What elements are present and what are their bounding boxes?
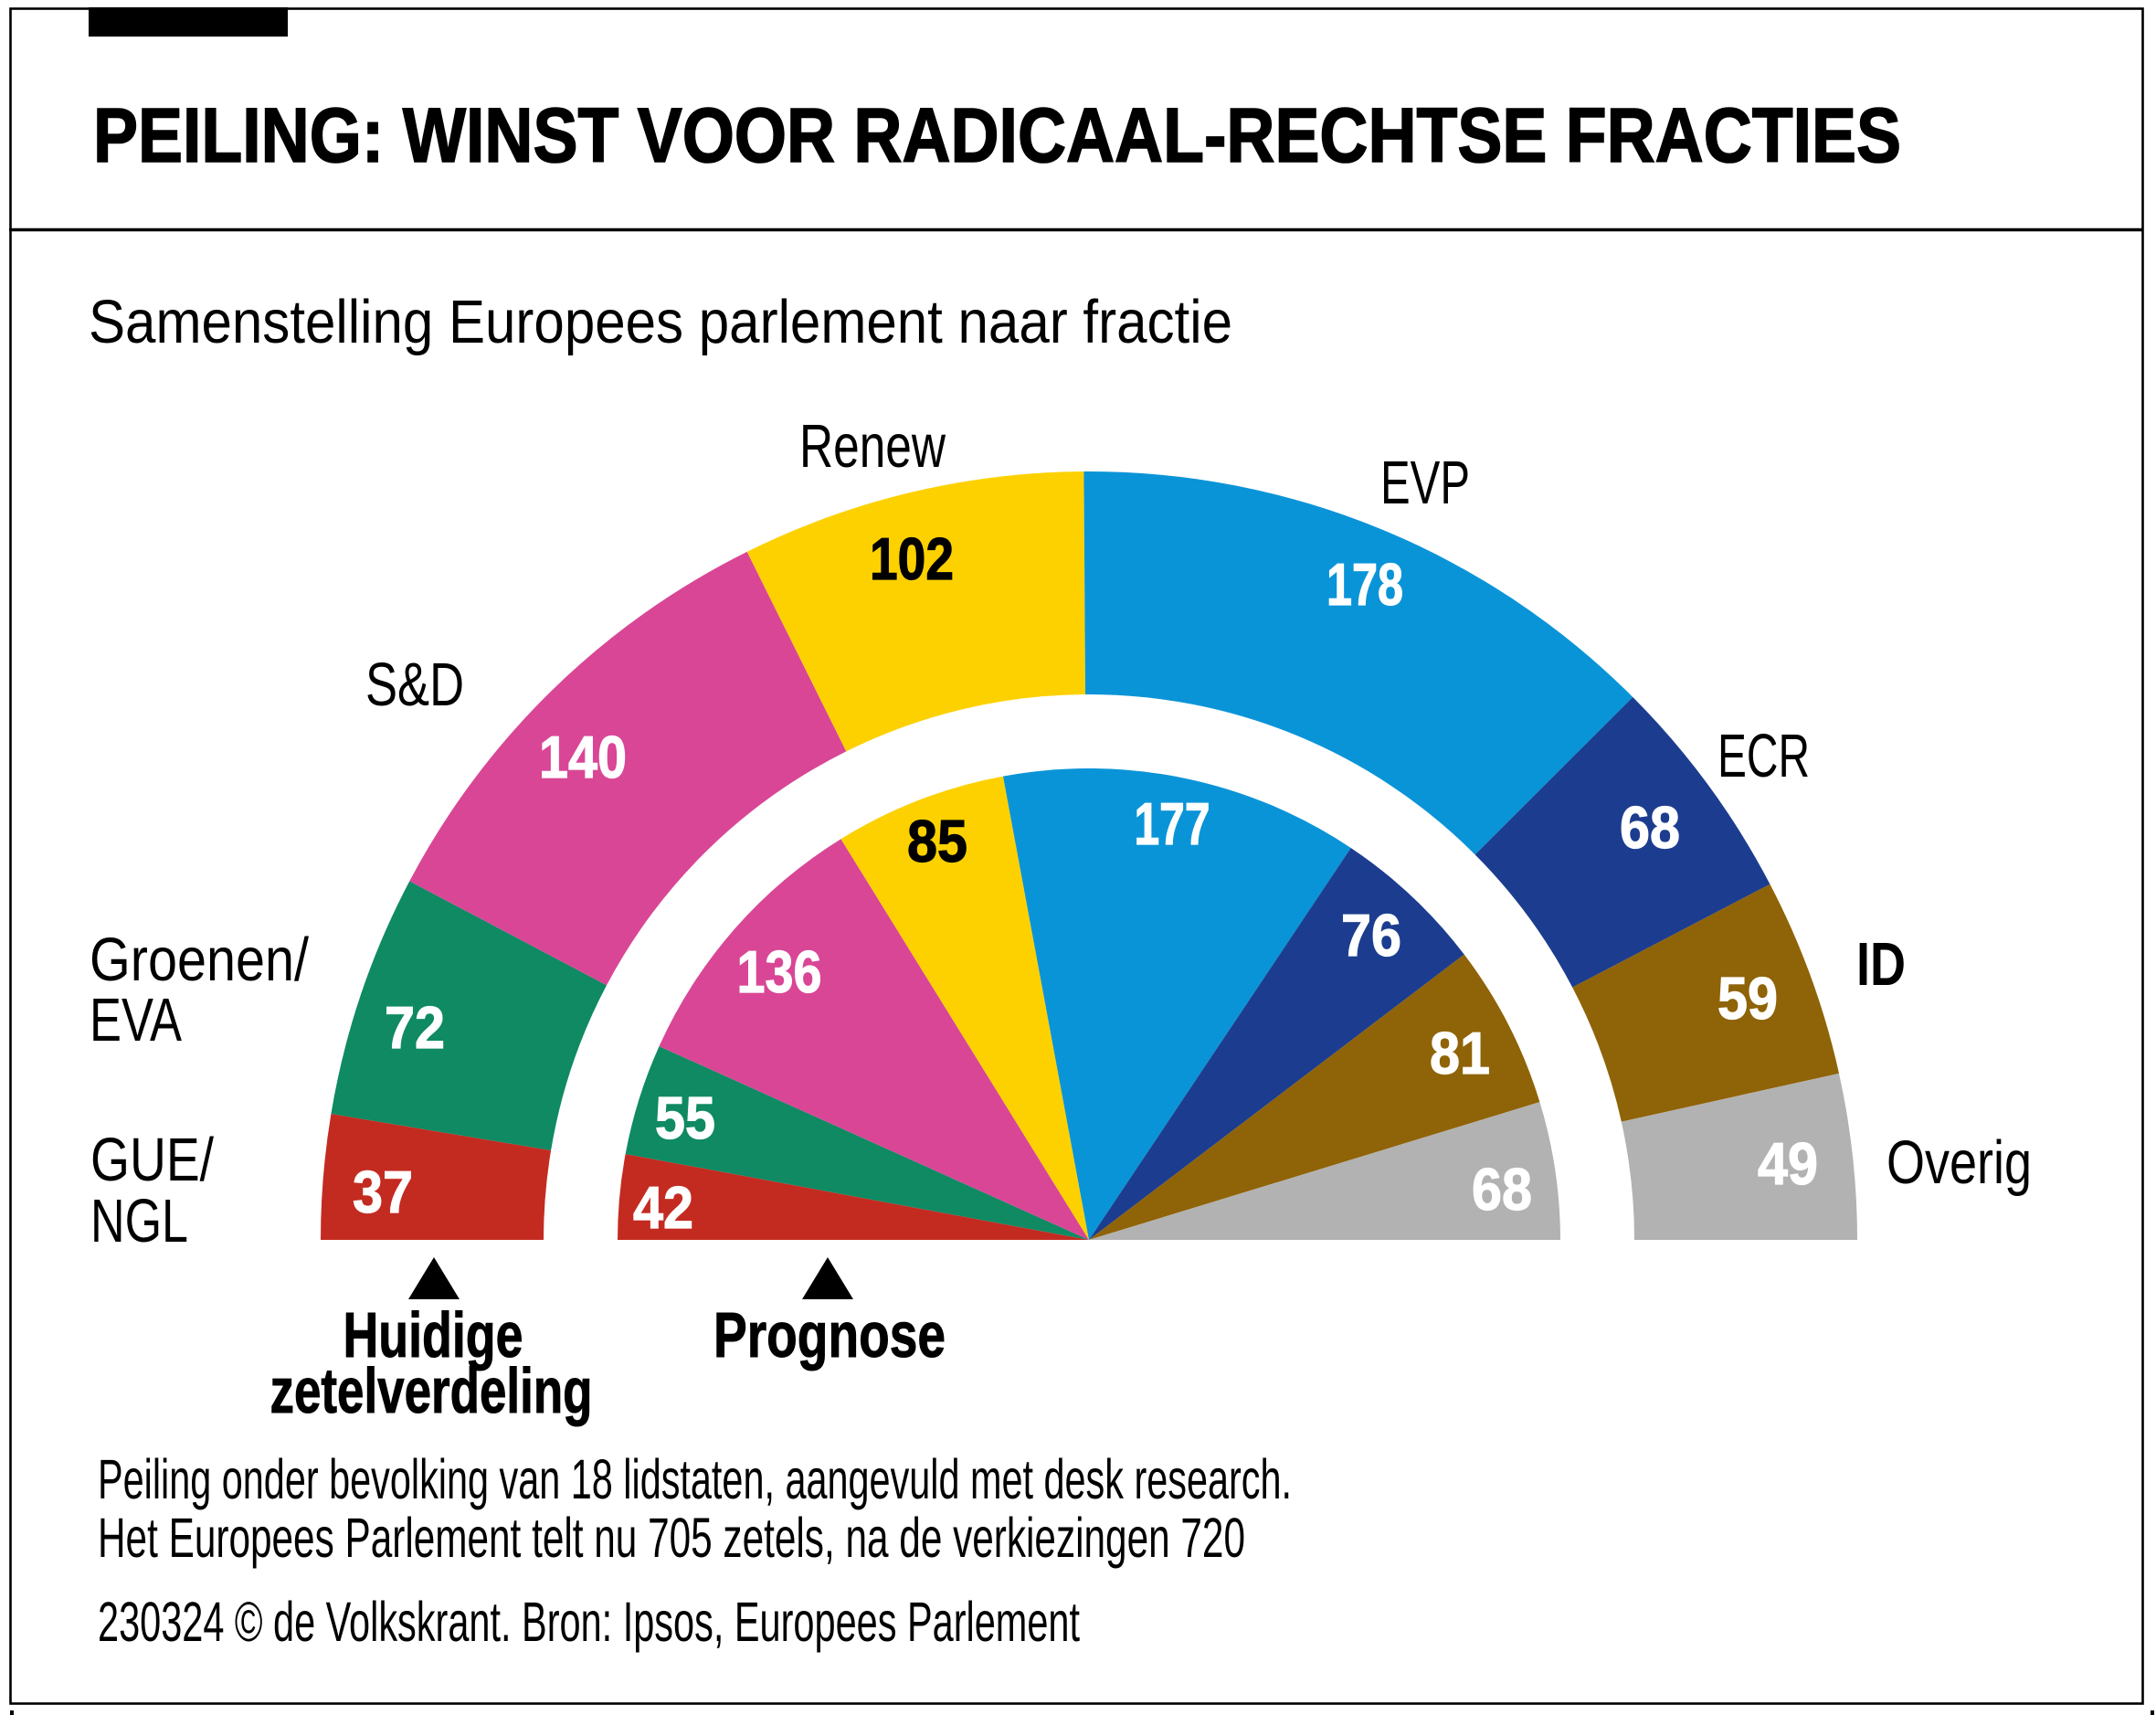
- svg-text:S&D: S&D: [365, 651, 464, 719]
- svg-text:140: 140: [539, 724, 627, 790]
- svg-text:zetelverdeling: zetelverdeling: [270, 1355, 593, 1426]
- svg-text:Het Europees Parlement telt nu: Het Europees Parlement telt nu 705 zetel…: [98, 1507, 1245, 1569]
- svg-text:Renew: Renew: [799, 412, 946, 481]
- svg-text:72: 72: [385, 994, 445, 1061]
- svg-text:136: 136: [737, 938, 822, 1005]
- svg-text:85: 85: [907, 808, 967, 874]
- svg-text:37: 37: [353, 1159, 413, 1225]
- svg-text:55: 55: [655, 1085, 715, 1151]
- svg-text:Samenstelling Europees parleme: Samenstelling Europees parlement naar fr…: [89, 288, 1232, 356]
- svg-text:NGL: NGL: [90, 1187, 188, 1255]
- svg-text:Huidige: Huidige: [343, 1299, 523, 1371]
- svg-text:68: 68: [1472, 1156, 1532, 1223]
- svg-text:102: 102: [870, 525, 954, 592]
- svg-text:68: 68: [1620, 794, 1680, 861]
- svg-text:230324 © de Volkskrant. Bron:: 230324 © de Volkskrant. Bron: Ipsos, Eur…: [98, 1591, 1080, 1653]
- svg-text:Groenen/: Groenen/: [90, 926, 309, 994]
- svg-text:76: 76: [1341, 902, 1401, 969]
- svg-text:EVP: EVP: [1380, 449, 1470, 517]
- svg-text:ECR: ECR: [1717, 722, 1810, 790]
- svg-text:GUE/: GUE/: [90, 1126, 214, 1194]
- svg-text:EVA: EVA: [90, 986, 182, 1054]
- svg-text:PEILING: WINST VOOR RADICAAL-R: PEILING: WINST VOOR RADICAAL-RECHTSE FRA…: [93, 92, 1901, 178]
- svg-text:42: 42: [633, 1174, 693, 1241]
- svg-text:ID: ID: [1856, 930, 1906, 999]
- svg-text:Prognose: Prognose: [713, 1299, 946, 1371]
- svg-text:Peiling onder bevolking van 18: Peiling onder bevolking van 18 lidstaten…: [98, 1448, 1292, 1510]
- svg-text:177: 177: [1135, 790, 1210, 857]
- svg-text:81: 81: [1430, 1020, 1490, 1086]
- svg-text:178: 178: [1326, 551, 1403, 618]
- svg-text:Overig: Overig: [1886, 1128, 2032, 1197]
- svg-text:59: 59: [1717, 965, 1778, 1032]
- svg-text:49: 49: [1758, 1130, 1818, 1197]
